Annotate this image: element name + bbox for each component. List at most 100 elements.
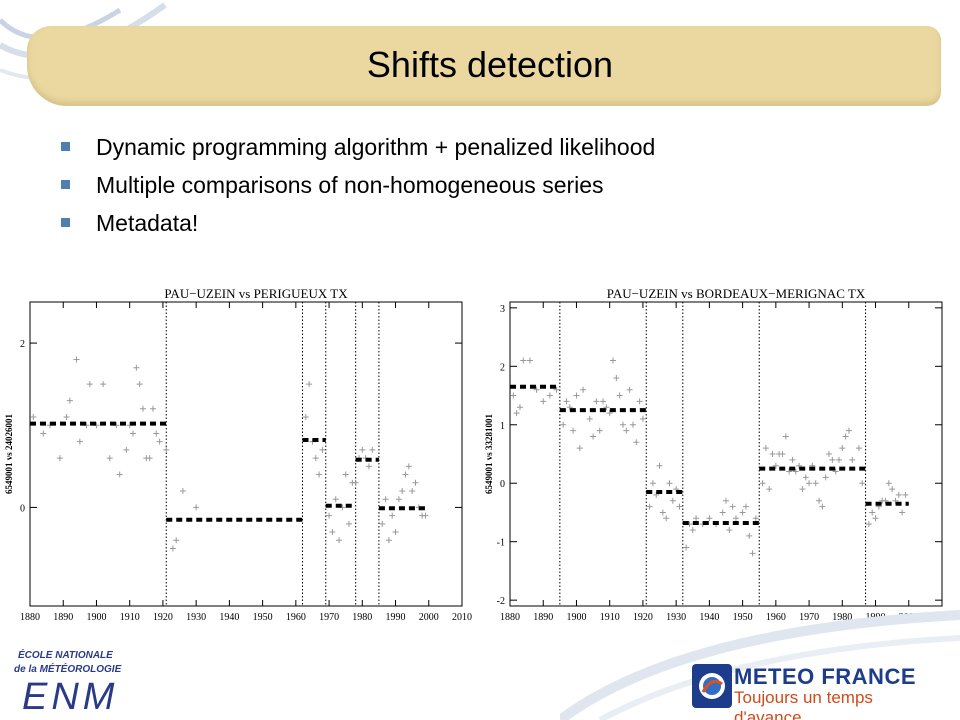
chart-bordeaux-merignac: PAU−UZEIN vs BORDEAUX−MERIGNAC TX 1880 189… bbox=[480, 284, 960, 634]
data-point bbox=[576, 445, 583, 452]
data-point bbox=[619, 421, 626, 428]
data-point bbox=[766, 486, 773, 493]
y-tick-label: 2 bbox=[500, 362, 505, 373]
bullet-item: Dynamic programming algorithm + penalize… bbox=[60, 132, 655, 170]
data-point bbox=[336, 537, 343, 544]
data-point bbox=[669, 497, 676, 504]
chart-title: PAU−UZEIN vs PERIGUEUX TX bbox=[164, 286, 348, 301]
data-point bbox=[342, 471, 349, 478]
y-axis-label: 6549001 vs 24026001 bbox=[4, 414, 14, 495]
x-tick-label: 1950 bbox=[253, 612, 273, 623]
y-tick-label: -1 bbox=[497, 538, 505, 549]
data-point bbox=[666, 480, 673, 487]
x-tick-label: 1890 bbox=[533, 612, 553, 623]
x-tick-label: 1940 bbox=[219, 612, 239, 623]
meteo-france-globe-icon bbox=[692, 664, 732, 708]
data-point bbox=[739, 509, 746, 516]
data-point bbox=[845, 427, 852, 434]
data-point bbox=[402, 471, 409, 478]
y-tick-label: -2 bbox=[497, 596, 505, 607]
data-point bbox=[723, 497, 729, 504]
meteo-france-tagline: Toujours un temps d'avance bbox=[734, 688, 873, 720]
bullet-text: Metadata! bbox=[96, 210, 199, 236]
data-point bbox=[869, 509, 876, 516]
data-point bbox=[889, 486, 896, 493]
data-point bbox=[855, 445, 862, 452]
data-point bbox=[729, 503, 736, 510]
data-point bbox=[66, 397, 73, 404]
data-point bbox=[829, 456, 836, 463]
data-point bbox=[580, 386, 587, 393]
data-point bbox=[782, 433, 789, 440]
data-point bbox=[865, 521, 872, 528]
data-point bbox=[76, 438, 83, 445]
data-point bbox=[762, 445, 769, 452]
data-point bbox=[179, 487, 186, 494]
data-point bbox=[902, 491, 909, 498]
data-point bbox=[683, 544, 690, 551]
data-point bbox=[779, 451, 786, 457]
data-point bbox=[399, 487, 406, 494]
data-point bbox=[689, 527, 696, 533]
data-point bbox=[319, 446, 326, 453]
x-tick-label: 1880 bbox=[20, 612, 40, 623]
data-point bbox=[633, 439, 640, 446]
data-point bbox=[742, 503, 749, 510]
data-point bbox=[352, 479, 359, 486]
data-point bbox=[656, 462, 663, 469]
data-point bbox=[600, 398, 607, 405]
data-point bbox=[839, 445, 846, 452]
data-point bbox=[329, 529, 336, 536]
data-point bbox=[789, 456, 796, 463]
data-point bbox=[392, 529, 399, 536]
data-point bbox=[749, 550, 756, 557]
data-point bbox=[786, 468, 793, 475]
plot-frame bbox=[29, 301, 463, 607]
data-point bbox=[389, 512, 396, 519]
data-point bbox=[566, 404, 573, 411]
data-point bbox=[693, 515, 700, 522]
chart-perigueux: PAU−UZEIN vs PERIGUEUX TX 1880 1890 1900 191… bbox=[0, 284, 480, 634]
data-point bbox=[63, 414, 70, 421]
data-point bbox=[533, 386, 540, 393]
chart-title: PAU−UZEIN vs BORDEAUX−MERIGNAC TX bbox=[607, 286, 866, 301]
data-point bbox=[346, 520, 353, 527]
data-point bbox=[872, 515, 879, 522]
data-point bbox=[842, 433, 849, 440]
data-point bbox=[56, 455, 63, 462]
x-tick-label: 1960 bbox=[286, 612, 306, 623]
data-point bbox=[146, 455, 153, 462]
x-tick-label: 1920 bbox=[153, 612, 173, 623]
data-point bbox=[516, 404, 523, 411]
data-point bbox=[613, 375, 620, 381]
data-point bbox=[759, 480, 766, 487]
data-point bbox=[726, 527, 733, 533]
enm-logo: ÉCOLE NATIONALE de la MÉTÉOROLOGIE ENM bbox=[12, 648, 142, 720]
data-point bbox=[746, 532, 753, 539]
data-point bbox=[560, 421, 567, 428]
data-point bbox=[646, 503, 653, 510]
data-point bbox=[163, 446, 170, 453]
data-point bbox=[806, 480, 813, 487]
data-point bbox=[156, 438, 163, 445]
y-tick-label: 3 bbox=[500, 304, 505, 315]
y-tick-label: 0 bbox=[20, 503, 25, 514]
data-point bbox=[573, 392, 580, 399]
data-point bbox=[676, 503, 683, 510]
data-point bbox=[596, 427, 603, 434]
data-point bbox=[796, 462, 803, 469]
data-point bbox=[133, 364, 140, 371]
data-point bbox=[510, 392, 517, 399]
data-point bbox=[769, 451, 776, 457]
data-point bbox=[610, 357, 617, 364]
data-point bbox=[405, 463, 412, 470]
data-point bbox=[570, 427, 577, 434]
bullet-text: Multiple comparisons of non-homogeneous … bbox=[96, 172, 604, 198]
data-point bbox=[819, 503, 826, 510]
enm-acronym: ENM bbox=[22, 676, 119, 718]
data-point bbox=[153, 430, 160, 437]
x-tick-label: 1900 bbox=[86, 612, 106, 623]
data-point bbox=[136, 381, 143, 388]
data-point bbox=[586, 415, 593, 422]
data-point bbox=[892, 497, 899, 504]
